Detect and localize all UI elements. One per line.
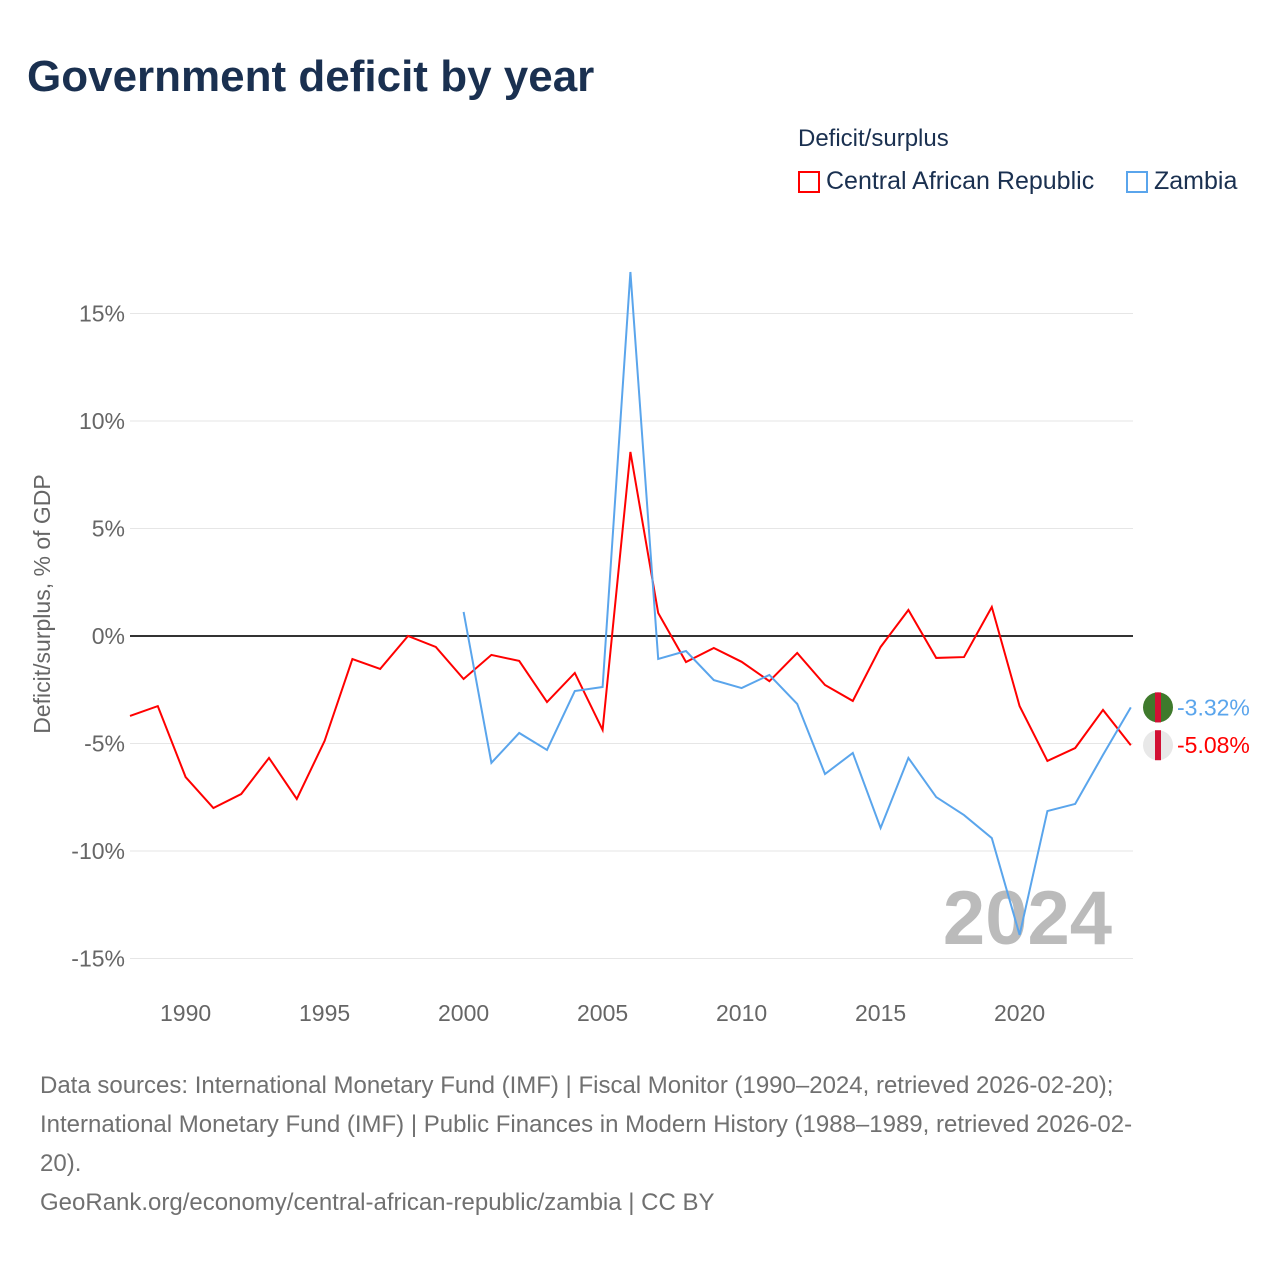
legend-swatch: [1126, 170, 1148, 193]
x-tick-label: 1995: [299, 1000, 350, 1026]
legend-item-zambia[interactable]: Zambia: [1126, 167, 1237, 196]
year-watermark: 2024: [943, 876, 1112, 961]
x-tick-label: 2010: [716, 1000, 767, 1026]
legend-title: Deficit/surplus: [798, 125, 949, 152]
source-line: Data sources: International Monetary Fun…: [40, 1072, 1114, 1099]
source-line: 20).: [40, 1150, 82, 1177]
y-axis-label: Deficit/surplus, % of GDP: [29, 474, 55, 733]
y-tick-label: 5%: [92, 516, 125, 542]
x-tick-label: 2000: [438, 1000, 489, 1026]
sources: Data sources: International Monetary Fun…: [40, 1066, 1240, 1222]
legend-label: Zambia: [1154, 167, 1238, 195]
source-line: International Monetary Fund (IMF) | Publ…: [40, 1111, 1133, 1138]
plot-area: 15% 10% 5% 0% -5% -10% -15% 1990 1995 2000 2005 201…: [29, 271, 1250, 1026]
x-tick-label: 2015: [855, 1000, 906, 1026]
page-title: Government deficit by year: [27, 52, 595, 101]
series-line-car: [129, 451, 1132, 810]
y-tick-label: 15%: [79, 301, 125, 327]
y-tick-label: -15%: [71, 946, 125, 972]
y-tick-label: 10%: [79, 408, 125, 434]
flag-stripe: [1155, 730, 1161, 761]
end-value-label: -3.32%: [1177, 694, 1250, 720]
legend-item-car[interactable]: Central African Republic: [798, 167, 1094, 196]
y-tick-label: 0%: [92, 623, 125, 649]
x-tick-label: 2020: [994, 1000, 1045, 1026]
y-tick-label: -5%: [84, 731, 125, 757]
source-link[interactable]: GeoRank.org/economy/central-african-repu…: [40, 1189, 715, 1216]
flag-stripe: [1155, 692, 1161, 723]
series-line-zambia: [462, 271, 1132, 936]
legend-swatch: [798, 170, 820, 193]
x-tick-label: 2005: [577, 1000, 628, 1026]
y-tick-label: -10%: [71, 838, 125, 864]
x-tick-label: 1990: [160, 1000, 211, 1026]
legend-label: Central African Republic: [826, 167, 1095, 195]
end-value-label: -5.08%: [1177, 732, 1250, 758]
